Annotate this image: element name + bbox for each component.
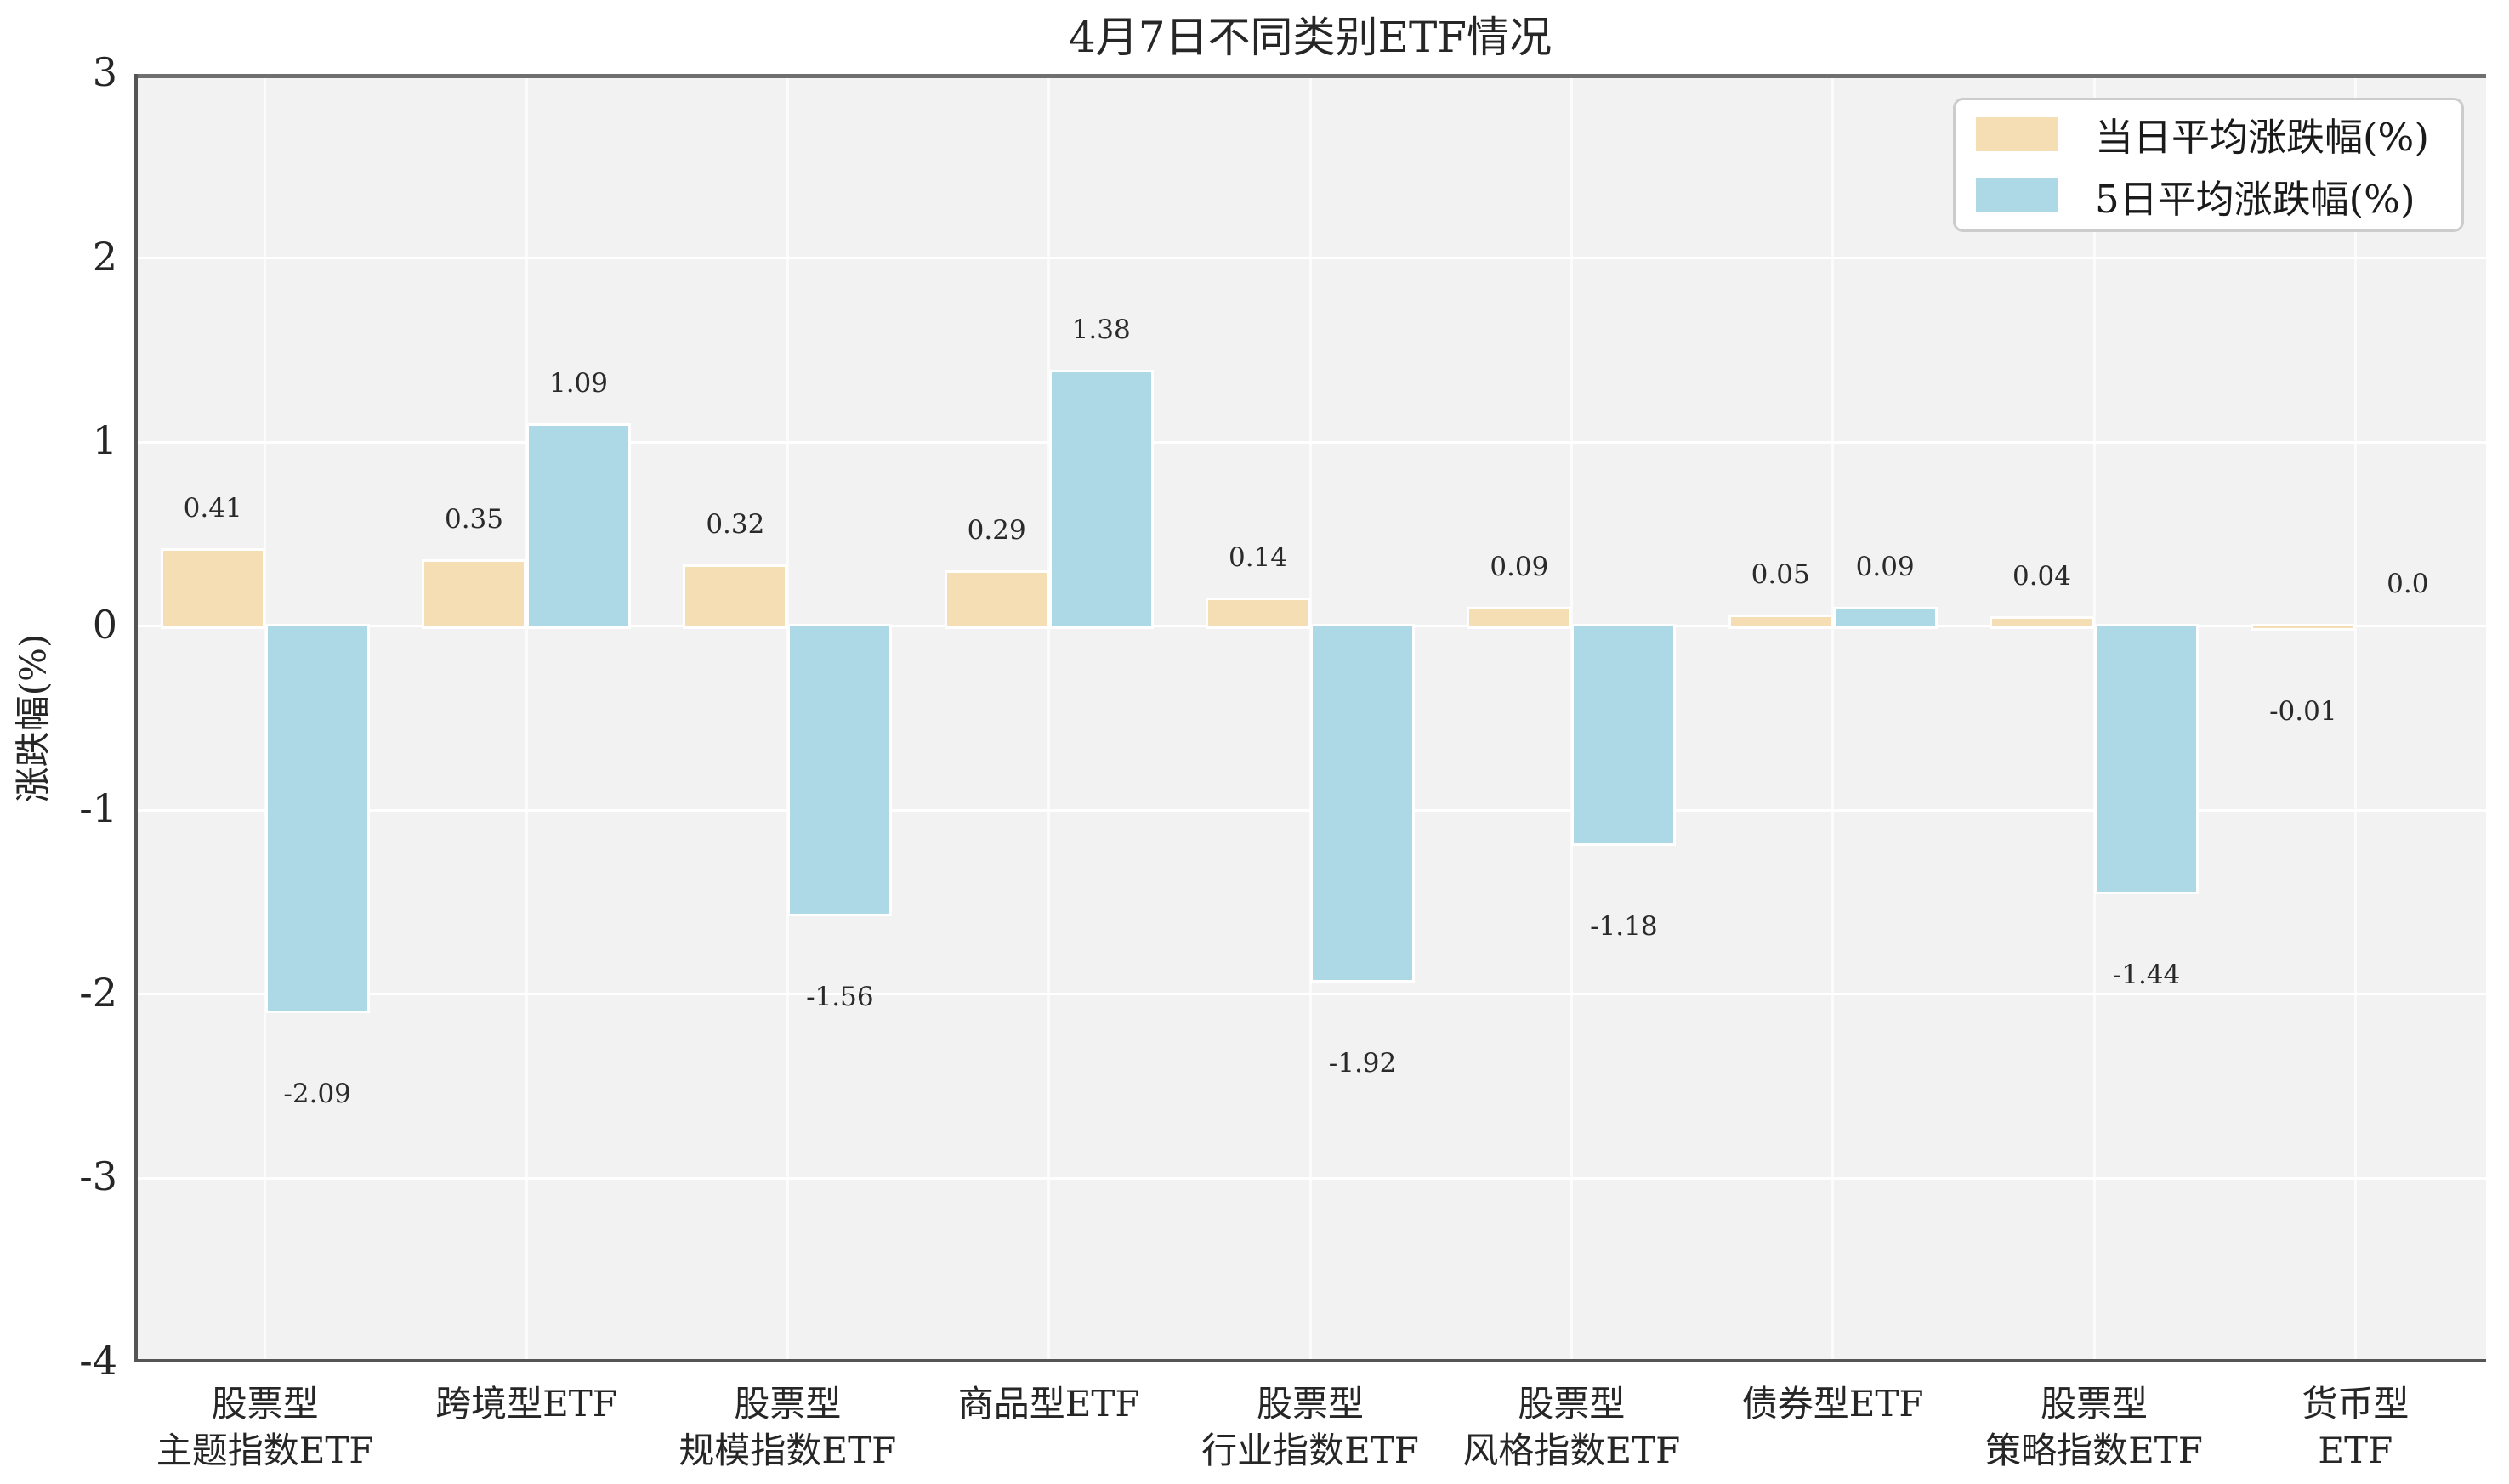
y-tick-label: -2 <box>79 969 117 1016</box>
bar-day-0 <box>160 547 265 629</box>
bar-day-3 <box>944 569 1049 629</box>
bar-value-label: 0.35 <box>444 503 504 535</box>
x-axis-spine <box>134 1359 2486 1362</box>
bar-value-label: 1.09 <box>548 367 609 399</box>
bar-value-label: -2.09 <box>283 1079 351 1110</box>
x-tick-label: 债券型ETF <box>1741 1383 1924 1425</box>
chart-title: 4月7日不同类别ETF情况 <box>1068 13 1553 62</box>
bar-5day-2 <box>787 623 893 916</box>
bar-value-label: 0.14 <box>1228 542 1288 574</box>
legend-label-day-avg: 当日平均涨跌幅(%) <box>2095 115 2429 161</box>
bar-day-2 <box>683 564 788 629</box>
bar-value-label: -1.18 <box>1590 911 1658 943</box>
x-tick-label: 股票型 行业指数ETF <box>1201 1383 1419 1471</box>
y-axis-spine <box>134 74 138 1362</box>
x-tick-label: 股票型 风格指数ETF <box>1462 1383 1681 1471</box>
y-tick-label: -4 <box>79 1337 117 1384</box>
y-tick-label: 1 <box>92 416 117 463</box>
bar-5day-0 <box>264 623 370 1014</box>
bar-5day-5 <box>1571 623 1677 847</box>
y-tick-label: 0 <box>92 601 117 648</box>
zero-line <box>134 74 2486 78</box>
bar-value-label: -1.44 <box>2112 959 2181 990</box>
gridline-vertical <box>2353 74 2357 1362</box>
legend: 当日平均涨跌幅(%) 5日平均涨跌幅(%) <box>1953 98 2464 232</box>
x-tick-label: 股票型 规模指数ETF <box>678 1383 897 1471</box>
bar-value-label: 0.41 <box>183 492 242 524</box>
bar-value-label: -1.56 <box>806 981 874 1012</box>
bar-value-label: 0.32 <box>706 509 765 541</box>
bar-value-label: 0.09 <box>1490 552 1549 583</box>
x-tick-label: 货币型ETF <box>2302 1383 2410 1471</box>
y-tick-label: -1 <box>79 785 117 832</box>
plot-area: 0.41 0.35 0.32 0.29 0.14 0.09 0.05 0.04 -0.01 -2.… <box>134 74 2486 1362</box>
legend-label-5day-avg: 5日平均涨跌幅(%) <box>2095 176 2415 222</box>
x-tick-label: 商品型ETF <box>957 1383 1140 1425</box>
legend-item-5day-avg: 5日平均涨跌幅(%) <box>1956 168 2461 224</box>
bar-5day-4 <box>1310 623 1415 983</box>
bar-day-1 <box>422 558 526 629</box>
bar-value-label: -0.01 <box>2269 695 2337 727</box>
y-axis-label: 涨跌幅(%) <box>12 633 54 803</box>
x-tick-label: 跨境型ETF <box>435 1383 617 1425</box>
bar-value-label: 0.09 <box>1855 552 1915 583</box>
gridline-vertical <box>525 74 528 1362</box>
bar-value-label: -1.92 <box>1328 1047 1397 1079</box>
gridline-vertical <box>1831 74 1835 1362</box>
y-tick-label: 2 <box>92 233 117 280</box>
bar-day-7 <box>1990 616 2094 629</box>
x-tick-label: 股票型 策略指数ETF <box>1985 1383 2203 1471</box>
y-tick-label: -3 <box>79 1153 117 1200</box>
legend-item-day-avg: 当日平均涨跌幅(%) <box>1956 106 2461 161</box>
bar-5day-3 <box>1048 369 1154 629</box>
bar-value-label: 0.04 <box>2012 561 2072 592</box>
bar-5day-7 <box>2094 623 2199 894</box>
bar-5day-1 <box>526 422 631 629</box>
bar-day-6 <box>1728 614 1833 629</box>
bar-day-8 <box>2251 623 2356 631</box>
x-tick-label: 股票型 主题指数ETF <box>156 1383 374 1471</box>
bar-day-5 <box>1467 607 1572 629</box>
bar-value-label: 0.29 <box>967 514 1026 546</box>
gridline-vertical <box>1047 74 1051 1362</box>
bar-day-4 <box>1206 598 1310 629</box>
legend-swatch-5day-avg <box>1976 178 2058 213</box>
legend-swatch-day-avg <box>1976 116 2058 151</box>
bar-5day-6 <box>1832 607 1938 629</box>
y-tick-label: 3 <box>92 48 117 95</box>
bar-value-label: 1.38 <box>1071 314 1131 345</box>
bar-value-label: 0.05 <box>1751 558 1810 590</box>
bar-value-label: 0.0 <box>2387 568 2429 599</box>
